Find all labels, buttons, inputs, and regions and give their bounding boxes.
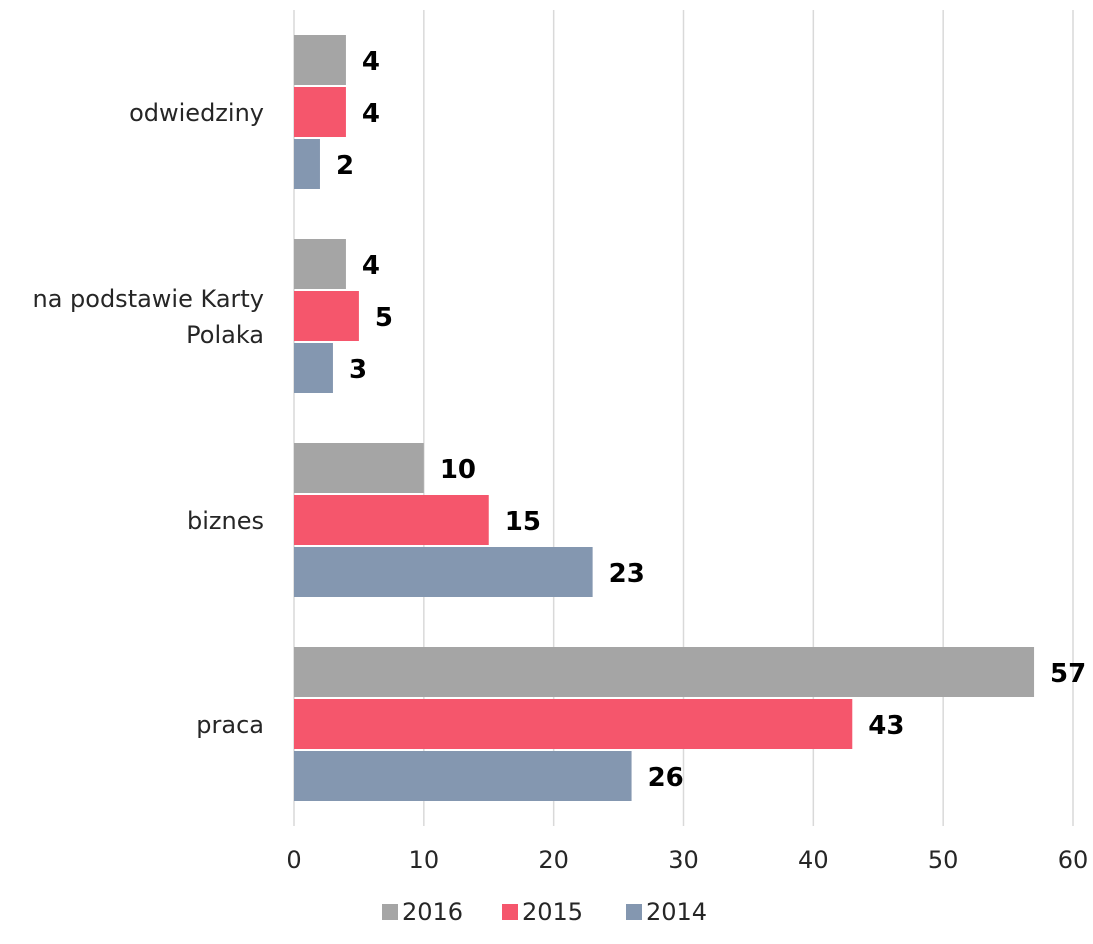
category-label: biznes (187, 507, 264, 535)
legend-swatch-2015 (502, 904, 518, 920)
x-tick-label: 40 (798, 846, 829, 874)
bar-2014-1 (294, 343, 333, 393)
category-label: na podstawie Karty Polaka (32, 285, 264, 349)
x-tick-label: 0 (286, 846, 301, 874)
bar-2014-3 (294, 751, 632, 801)
bar-2015-1 (294, 291, 359, 341)
bar-2014-0 (294, 139, 320, 189)
bar-2014-2 (294, 547, 593, 597)
x-tick-label: 20 (538, 846, 569, 874)
x-tick-label: 30 (668, 846, 699, 874)
data-label: 3 (349, 355, 367, 385)
bar-2015-3 (294, 699, 853, 749)
category-label-line: biznes (187, 507, 264, 535)
data-label: 57 (1050, 659, 1086, 689)
category-label: praca (196, 711, 264, 739)
legend-swatch-2014 (626, 904, 642, 920)
data-label: 5 (375, 303, 393, 333)
legend: 2016 2015 2014 (382, 898, 707, 926)
category-label-line: praca (196, 711, 264, 739)
legend-label: 2016 (402, 898, 463, 926)
legend-label: 2014 (646, 898, 707, 926)
bars (294, 35, 1035, 801)
data-label: 4 (362, 99, 380, 129)
data-label: 43 (868, 711, 904, 741)
bar-2016-3 (294, 647, 1035, 697)
legend-label: 2015 (522, 898, 583, 926)
gridlines (293, 10, 1074, 826)
category-label-line: Polaka (186, 321, 264, 349)
x-tick-label: 10 (409, 846, 440, 874)
data-label: 10 (440, 455, 476, 485)
data-label: 26 (648, 763, 684, 793)
bar-2016-0 (294, 35, 346, 85)
category-label-line: odwiedziny (129, 99, 264, 127)
category-label-line: na podstawie Karty (32, 285, 264, 313)
x-tick-label: 60 (1058, 846, 1089, 874)
bar-2016-2 (294, 443, 424, 493)
bar-2016-1 (294, 239, 346, 289)
data-label: 23 (609, 559, 645, 589)
data-label: 4 (362, 47, 380, 77)
data-label: 2 (336, 151, 354, 181)
bar-2015-2 (294, 495, 489, 545)
axes: 0 10 20 30 40 50 60 odwiedziny na podstawie Kart… (32, 99, 1088, 874)
data-label: 15 (505, 507, 541, 537)
category-label: odwiedziny (129, 99, 264, 127)
data-label: 4 (362, 251, 380, 281)
x-tick-label: 50 (928, 846, 959, 874)
legend-swatch-2016 (382, 904, 398, 920)
bar-2015-0 (294, 87, 346, 137)
